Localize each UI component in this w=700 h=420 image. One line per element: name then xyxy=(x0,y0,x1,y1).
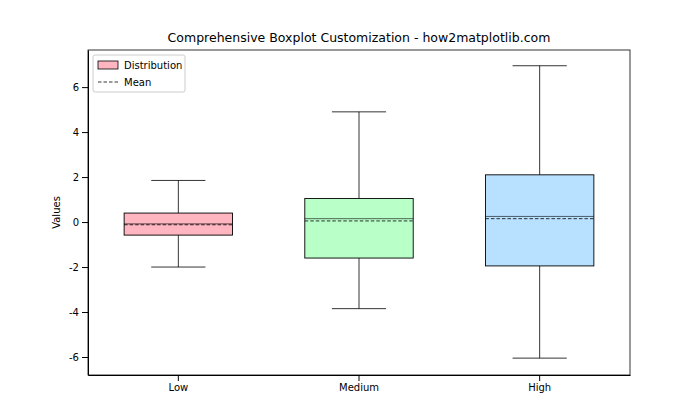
y-tick-label: -2 xyxy=(69,262,79,273)
y-tick-mark xyxy=(82,267,88,268)
x-tick: High xyxy=(528,375,551,393)
y-tick-mark xyxy=(82,177,88,178)
cap-high xyxy=(151,180,205,181)
box-group xyxy=(124,180,232,267)
x-tick-mark xyxy=(359,375,360,381)
y-tick: -2 xyxy=(69,262,88,273)
y-axis: -6 -4 -2 0 2 4 6 xyxy=(69,51,88,376)
whisker-low xyxy=(178,235,179,267)
x-tick-mark xyxy=(539,375,540,381)
mean-line xyxy=(485,218,593,219)
frame xyxy=(88,50,630,375)
y-tick-label: -4 xyxy=(69,307,79,318)
cap-low xyxy=(332,308,386,309)
x-tick: Medium xyxy=(339,375,379,393)
chart: -6 -4 -2 0 2 4 6 Low Medium High Distribution Mean C… xyxy=(0,0,700,420)
x-tick-label: Medium xyxy=(339,382,379,393)
x-tick: Low xyxy=(168,375,188,393)
box xyxy=(485,175,593,266)
box-group xyxy=(305,112,413,309)
y-axis-title: Values xyxy=(51,196,62,229)
y-tick-mark xyxy=(82,222,88,223)
y-tick-mark xyxy=(82,87,88,88)
x-tick-label: Low xyxy=(168,382,188,393)
box xyxy=(124,213,232,235)
title: Comprehensive Boxplot Customization - ho… xyxy=(168,30,551,45)
y-tick-mark xyxy=(82,357,88,358)
cap-high xyxy=(332,111,386,112)
marks xyxy=(124,66,594,358)
whisker-low xyxy=(359,258,360,309)
cap-high xyxy=(513,65,567,66)
y-tick-label: 2 xyxy=(73,172,79,183)
legend: Distribution Mean xyxy=(93,55,185,92)
whisker-high xyxy=(178,180,179,213)
legend-label: Distribution xyxy=(124,60,182,71)
box xyxy=(305,198,413,258)
x-axis: Low Medium High xyxy=(89,375,631,393)
y-tick: -4 xyxy=(69,307,88,318)
y-tick-label: 6 xyxy=(73,82,79,93)
y-tick: 0 xyxy=(73,217,88,228)
y-tick-label: 4 xyxy=(73,127,79,138)
median xyxy=(305,218,413,219)
cap-low xyxy=(151,267,205,268)
x-tick-label: High xyxy=(528,382,551,393)
y-tick-label: 0 xyxy=(73,217,79,228)
whisker-high xyxy=(539,66,540,175)
whisker-high xyxy=(359,112,360,199)
plot: -6 -4 -2 0 2 4 6 Low Medium High Distribution Mean xyxy=(69,50,630,393)
box-group xyxy=(485,66,593,358)
y-tick: 2 xyxy=(73,172,88,183)
legend-frame xyxy=(93,55,185,92)
y-tick-mark xyxy=(82,132,88,133)
legend-label: Mean xyxy=(124,77,151,88)
mean-line xyxy=(305,220,413,221)
whisker-low xyxy=(539,266,540,358)
y-tick: 6 xyxy=(73,82,88,93)
legend-swatch xyxy=(98,61,118,69)
y-tick: -6 xyxy=(69,352,88,363)
x-tick-mark xyxy=(178,375,179,381)
cap-low xyxy=(513,358,567,359)
mean-line xyxy=(124,224,232,225)
median xyxy=(124,223,232,224)
y-tick-label: -6 xyxy=(69,352,79,363)
y-tick: 4 xyxy=(73,127,88,138)
median xyxy=(485,216,593,217)
y-tick-mark xyxy=(82,312,88,313)
legend-swatch xyxy=(98,82,118,83)
